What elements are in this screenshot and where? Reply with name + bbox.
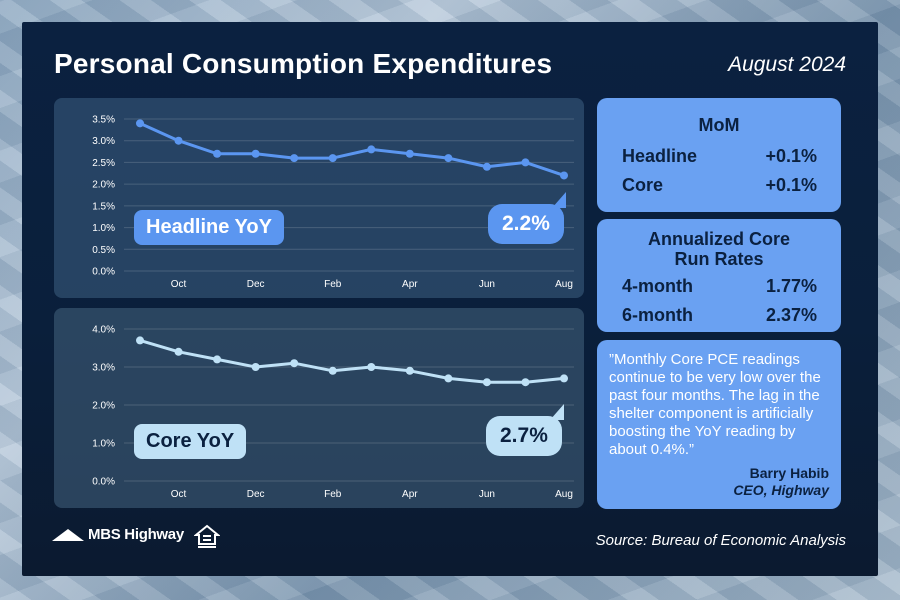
mom-row-headline: Headline +0.1% (597, 146, 841, 167)
run-rate-label: 6-month (622, 305, 693, 325)
x-tick-label: Apr (402, 279, 418, 290)
y-tick-label: 2.0% (92, 401, 115, 412)
road-triangle-icon (52, 528, 84, 541)
mom-value: +0.1% (765, 146, 817, 166)
x-tick-label: Aug (555, 489, 573, 500)
run-rate-row-6month: 6-month 2.37% (597, 305, 841, 326)
quote-text: ”Monthly Core PCE readings continue to b… (609, 351, 821, 458)
data-point (367, 145, 376, 154)
quote-attribution: Barry Habib CEO, Highway (597, 465, 841, 499)
core-yoy-callout: 2.7% (486, 404, 564, 456)
y-tick-label: 4.0% (92, 325, 115, 336)
data-point (367, 363, 376, 371)
y-tick-label: 1.5% (92, 201, 115, 212)
mbs-highway-logo: MBS Highway (52, 526, 184, 543)
logo-text: MBS Highway (88, 526, 184, 543)
data-point (174, 136, 183, 145)
data-point (136, 336, 144, 345)
x-tick-label: Jun (479, 279, 495, 290)
run-rates-title: Annualized Core Run Rates (597, 229, 841, 269)
y-tick-label: 3.0% (92, 136, 115, 147)
y-tick-label: 0.0% (92, 477, 115, 488)
run-rate-label: 4-month (622, 276, 693, 296)
y-tick-label: 0.0% (92, 267, 115, 278)
headline-yoy-callout: 2.2% (488, 192, 566, 244)
run-rate-row-4month: 4-month 1.77% (597, 276, 841, 297)
data-point (560, 171, 568, 180)
data-point (290, 154, 299, 163)
series-line (139, 338, 565, 384)
callout-tail (549, 404, 564, 420)
run-rates-title-line1: Annualized Core (647, 229, 790, 249)
data-point (328, 366, 337, 375)
y-tick-label: 2.0% (92, 180, 115, 191)
mom-title: MoM (698, 115, 740, 135)
y-tick-label: 1.0% (92, 223, 115, 234)
data-point (405, 149, 414, 158)
quote-box: ”Monthly Core PCE readings continue to b… (597, 340, 841, 509)
data-point (521, 378, 530, 387)
x-tick-label: Jun (479, 489, 495, 500)
data-point (290, 359, 299, 368)
data-point (405, 366, 414, 375)
x-tick-label: Dec (247, 489, 265, 500)
x-tick-label: Feb (324, 279, 342, 290)
y-tick-label: 0.5% (92, 245, 115, 256)
equal-housing-icon (194, 524, 220, 548)
y-tick-label: 3.0% (92, 363, 115, 374)
core-yoy-label: Core YoY (134, 424, 247, 459)
page-title: Personal Consumption Expenditures (54, 48, 553, 79)
x-tick-label: Oct (171, 489, 187, 500)
data-point (482, 378, 491, 387)
x-tick-label: Apr (402, 489, 418, 500)
series-line (139, 121, 565, 177)
y-tick-label: 2.5% (92, 158, 115, 169)
data-point (521, 158, 530, 167)
mom-row-core: Core +0.1% (597, 175, 841, 196)
callout-tail (551, 192, 566, 208)
headline-yoy-chart: 0.0% 0.5% 1.0% 1.5% 2.0% 2.5% 3.0% 3.5% Oct Dec Fe… (92, 115, 574, 290)
core-yoy-chart: 0.0% 1.0% 2.0% 3.0% 4.0% Oct Dec Feb Apr Jun Aug (92, 325, 574, 500)
headline-yoy-value: 2.2% (502, 212, 550, 235)
run-rate-value: 2.37% (765, 305, 817, 325)
quote-author-role: CEO, Highway (733, 482, 829, 498)
data-point (251, 149, 260, 158)
report-date: August 2024 (728, 53, 846, 76)
data-point (328, 154, 337, 163)
data-point (251, 363, 260, 371)
quote-author: Barry Habib (749, 465, 829, 481)
x-tick-label: Feb (324, 489, 342, 500)
x-tick-label: Aug (555, 279, 573, 290)
data-point (174, 347, 183, 356)
run-rates-box: Annualized Core Run Rates 4-month 1.77% … (597, 219, 841, 332)
mom-label: Headline (622, 146, 698, 166)
mom-box: MoM Headline +0.1% Core +0.1% (597, 98, 841, 212)
data-source: Source: Bureau of Economic Analysis (595, 532, 846, 549)
run-rate-value: 1.77% (765, 276, 817, 296)
core-yoy-value: 2.7% (500, 424, 548, 447)
infographic-card: Personal Consumption Expenditures August… (22, 22, 878, 576)
y-tick-label: 3.5% (92, 115, 115, 126)
headline-yoy-panel: 0.0% 0.5% 1.0% 1.5% 2.0% 2.5% 3.0% 3.5% Oct Dec Fe… (54, 98, 584, 298)
x-tick-label: Dec (247, 279, 265, 290)
core-yoy-panel: 0.0% 1.0% 2.0% 3.0% 4.0% Oct Dec Feb Apr Jun Aug C… (54, 308, 584, 508)
data-point (444, 374, 453, 383)
data-point (482, 162, 491, 171)
headline-yoy-label: Headline YoY (134, 210, 284, 245)
data-point (213, 355, 222, 364)
x-tick-label: Oct (171, 279, 187, 290)
data-point (444, 154, 453, 163)
data-point (136, 119, 144, 128)
mom-label: Core (622, 175, 664, 195)
mom-value: +0.1% (765, 175, 817, 195)
y-tick-label: 1.0% (92, 439, 115, 450)
data-point (560, 374, 568, 383)
run-rates-title-line2: Run Rates (674, 249, 764, 269)
data-point (213, 149, 222, 158)
